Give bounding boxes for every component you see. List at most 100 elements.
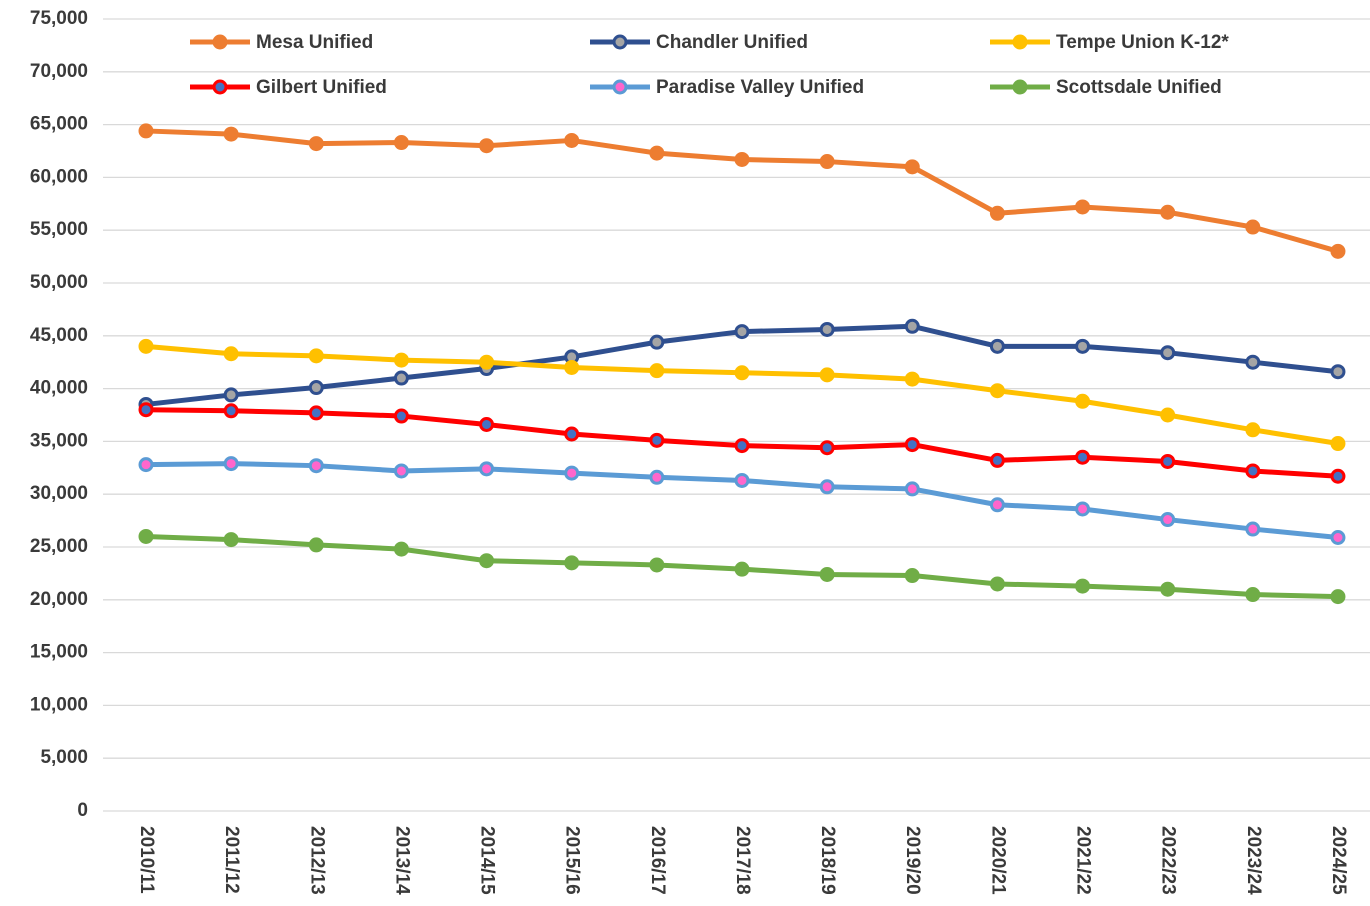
point [1330,468,1346,484]
point [904,318,920,334]
legend-marker [612,79,628,95]
point [989,576,1005,592]
point [393,463,409,479]
point [1245,219,1261,235]
x-tick-label: 2016/17 [647,826,668,895]
point [138,338,154,354]
point [138,123,154,139]
y-tick-label: 75,000 [30,8,88,29]
y-tick-label: 60,000 [30,166,88,187]
x-tick-label: 2020/21 [987,826,1008,895]
point [734,438,750,454]
point [223,532,239,548]
point [819,367,835,383]
y-tick-label: 5,000 [40,747,88,768]
point [564,465,580,481]
x-tick-label: 2017/18 [732,826,753,895]
x-tick-label: 2018/19 [817,826,838,895]
point [1160,204,1176,220]
point [308,348,324,364]
point [479,417,495,433]
x-tick-label: 2021/22 [1073,826,1094,895]
point [904,481,920,497]
point [904,371,920,387]
legend-label: Mesa Unified [256,32,373,53]
x-tick-label: 2023/24 [1243,826,1264,895]
y-tick-label: 45,000 [30,325,88,346]
point [393,370,409,386]
point [564,359,580,375]
point [393,541,409,557]
y-tick-label: 15,000 [30,642,88,663]
point [223,126,239,142]
x-tick-label: 2011/12 [221,826,242,894]
point [1330,436,1346,452]
point [649,469,665,485]
point [649,145,665,161]
point [479,138,495,154]
point [1245,354,1261,370]
point [1075,449,1091,465]
point [308,537,324,553]
x-tick-label: 2010/11 [136,826,157,894]
legend-label: Scottsdale Unified [1056,77,1222,98]
point [989,338,1005,354]
point [1330,364,1346,380]
point [989,383,1005,399]
point [479,461,495,477]
x-tick-label: 2014/15 [477,826,498,895]
point [138,528,154,544]
legend-marker [212,79,228,95]
point [989,205,1005,221]
point [223,456,239,472]
point [1160,581,1176,597]
legend-marker [612,34,628,50]
legend-label: Paradise Valley Unified [656,77,864,98]
point [819,154,835,170]
y-tick-label: 30,000 [30,483,88,504]
point [734,151,750,167]
point [479,354,495,370]
y-tick-label: 40,000 [30,378,88,399]
x-tick-label: 2012/13 [306,826,327,895]
x-tick-label: 2024/25 [1328,826,1349,895]
point [138,402,154,418]
point [479,553,495,569]
point [1160,512,1176,528]
point [1245,521,1261,537]
y-tick-label: 50,000 [30,272,88,293]
legend-label: Chandler Unified [656,32,808,53]
point [819,479,835,495]
point [1160,407,1176,423]
point [564,555,580,571]
point [734,365,750,381]
point [308,380,324,396]
point [1075,338,1091,354]
legend-label: Tempe Union K-12* [1056,32,1229,53]
point [734,561,750,577]
point [308,458,324,474]
point [1245,463,1261,479]
point [734,324,750,340]
series-line [145,343,1339,446]
point [223,346,239,362]
point [649,432,665,448]
point [308,405,324,421]
y-tick-label: 20,000 [30,589,88,610]
point [564,132,580,148]
y-tick-label: 0 [77,800,88,821]
point [904,568,920,584]
x-tick-label: 2022/23 [1158,826,1179,895]
legend-label: Gilbert Unified [256,77,387,98]
legend-marker [212,34,228,50]
point [1075,578,1091,594]
point [1075,199,1091,215]
point [989,497,1005,513]
x-tick-label: 2013/14 [391,826,412,895]
y-tick-label: 25,000 [30,536,88,557]
point [1245,422,1261,438]
series-line [145,128,1339,254]
point [1330,589,1346,605]
x-tick-label: 2019/20 [902,826,923,895]
point [1075,501,1091,517]
